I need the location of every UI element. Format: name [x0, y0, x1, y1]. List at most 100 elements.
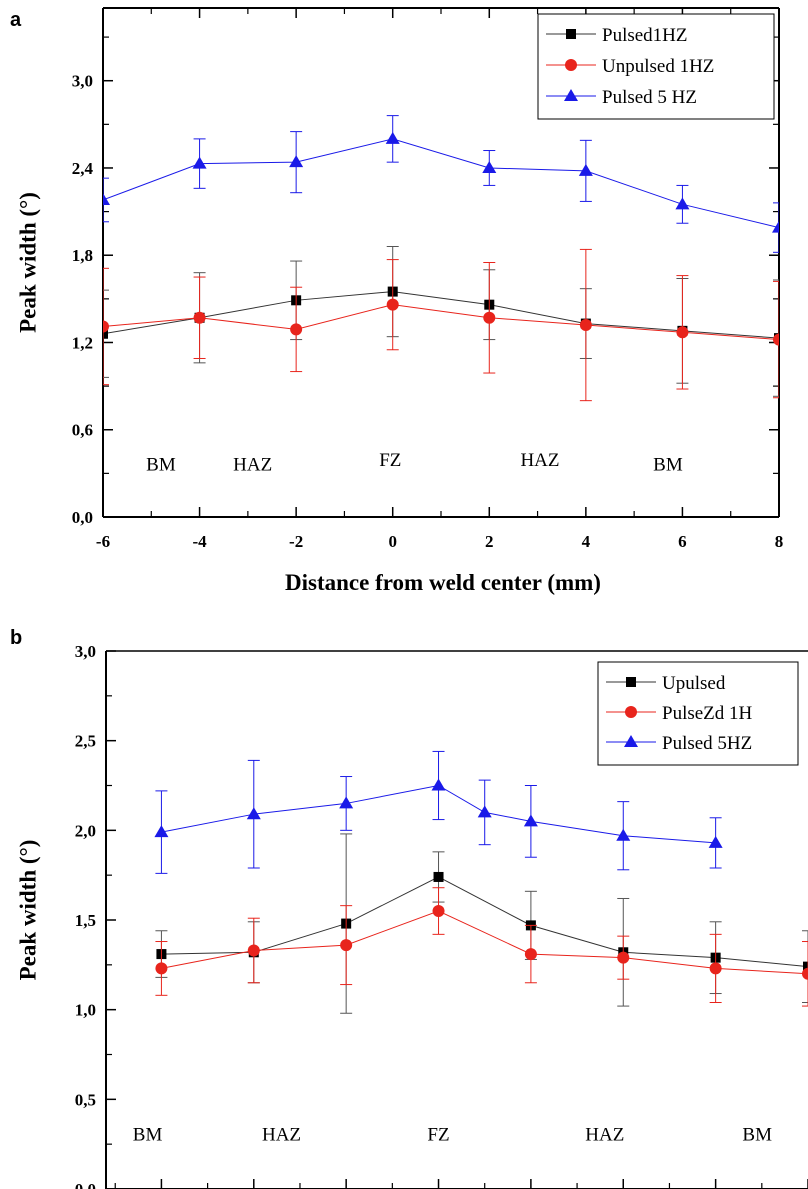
- legend-label: Pulsed 5HZ: [662, 733, 752, 754]
- x-tick-label: 8: [775, 532, 784, 551]
- legend-entry: PulseZd 1H: [606, 703, 753, 724]
- zone-label: HAZ: [520, 450, 559, 471]
- data-point: [192, 156, 207, 169]
- data-point: [103, 328, 108, 339]
- y-tick-label: 0,0: [75, 1180, 96, 1189]
- plot-area: [154, 750, 808, 1014]
- y-tick-label: 0,6: [72, 421, 93, 440]
- data-point: [524, 948, 537, 961]
- data-point: [246, 807, 261, 820]
- legend-label: Pulsed1HZ: [602, 25, 688, 46]
- y-tick-label: 0,0: [72, 508, 93, 527]
- legend-marker: [626, 677, 636, 687]
- error-bar: [802, 941, 808, 1007]
- error-bar: [103, 267, 109, 386]
- series-3: [103, 115, 779, 253]
- data-point: [616, 828, 631, 841]
- y-tick-label: 1,2: [72, 333, 93, 352]
- legend-marker: [566, 29, 576, 39]
- data-point: [483, 311, 496, 324]
- series-line: [161, 910, 808, 975]
- legend-marker: [625, 706, 637, 718]
- chart-panel-a: a 0,0 0,6 1,2 1,8 2,4 3,0 -6 -4 -2 0 2 4 6 8 Peak width…: [10, 7, 784, 595]
- y-tick-label: 2,0: [75, 821, 96, 840]
- series-2: [155, 887, 808, 1007]
- error-bar: [773, 280, 779, 399]
- zone-label: BM: [742, 1125, 772, 1146]
- data-point: [708, 835, 723, 848]
- x-tick-label: 0: [388, 532, 397, 551]
- data-point: [340, 939, 353, 952]
- y-tick-label: 1,8: [72, 246, 93, 265]
- data-point: [193, 311, 206, 324]
- panel-label: a: [10, 9, 22, 31]
- legend-label: Unpulsed 1HZ: [602, 56, 714, 77]
- legend: Upulsed PulseZd 1H Pulsed 5HZ: [597, 661, 799, 766]
- data-point: [155, 962, 168, 975]
- zone-label: HAZ: [233, 454, 272, 475]
- data-point: [433, 871, 444, 882]
- y-tick-label: 1,0: [75, 1001, 96, 1020]
- series-3: [154, 750, 723, 874]
- plot-area: [103, 115, 779, 402]
- data-point: [154, 825, 169, 838]
- zone-label: BM: [146, 454, 176, 475]
- data-point: [617, 951, 630, 964]
- error-bar: [103, 177, 109, 223]
- legend-marker: [624, 735, 638, 747]
- error-bar: [773, 202, 779, 253]
- y-axis-label: Peak width (°): [15, 192, 40, 333]
- data-point: [523, 814, 538, 827]
- series-line: [103, 138, 779, 229]
- x-tick-label: -4: [192, 532, 207, 551]
- zone-label: HAZ: [262, 1125, 301, 1146]
- y-tick-label: 2,5: [75, 732, 96, 751]
- data-point: [290, 323, 303, 336]
- legend: Pulsed1HZ Unpulsed 1HZ Pulsed 5 HZ: [537, 13, 775, 120]
- x-axis-label: Distance from weld center (mm): [285, 570, 601, 595]
- data-point: [385, 131, 400, 144]
- series-line: [103, 304, 779, 341]
- zone-label: HAZ: [585, 1125, 624, 1146]
- error-bar: [773, 279, 779, 397]
- legend-entry: Pulsed 5 HZ: [546, 87, 697, 108]
- y-tick-label: 0,5: [75, 1090, 96, 1109]
- data-point: [247, 944, 260, 957]
- data-point: [802, 967, 808, 980]
- y-tick-label: 1,5: [75, 911, 96, 930]
- legend-label: PulseZd 1H: [662, 703, 753, 724]
- y-tick-label: 3,0: [75, 642, 96, 661]
- y-tick-label: 3,0: [72, 72, 93, 91]
- data-point: [103, 192, 110, 205]
- legend-entry: Upulsed: [606, 673, 726, 694]
- legend-marker: [564, 89, 578, 101]
- data-point: [803, 961, 808, 972]
- data-point: [386, 298, 399, 311]
- data-point: [432, 905, 445, 918]
- data-point: [772, 220, 779, 233]
- series-line: [103, 291, 779, 339]
- error-bar: [103, 289, 109, 378]
- x-tick-label: 4: [582, 532, 591, 551]
- zone-label: FZ: [427, 1125, 449, 1146]
- data-point: [676, 326, 689, 339]
- legend-label: Pulsed 5 HZ: [602, 87, 697, 108]
- legend-entry: Pulsed1HZ: [546, 25, 688, 46]
- x-tick-label: -2: [289, 532, 303, 551]
- data-point: [289, 155, 304, 168]
- data-point: [477, 805, 492, 818]
- x-tick-label: 2: [485, 532, 494, 551]
- chart-panel-b: b 0,0 0,5 1,0 1,5 2,0 2,5 3,0 Peak width (°) BM HA…: [10, 627, 808, 1189]
- series-2: [103, 248, 779, 402]
- data-point: [339, 796, 354, 809]
- legend-entry: Pulsed 5HZ: [606, 733, 752, 754]
- error-bar: [802, 930, 808, 1003]
- legend-label: Upulsed: [662, 673, 726, 694]
- x-tick-label: -6: [96, 532, 110, 551]
- legend-marker: [565, 59, 577, 71]
- data-point: [675, 197, 690, 210]
- x-tick-label: 6: [678, 532, 687, 551]
- panel-label: b: [10, 627, 22, 649]
- zone-label: BM: [653, 454, 683, 475]
